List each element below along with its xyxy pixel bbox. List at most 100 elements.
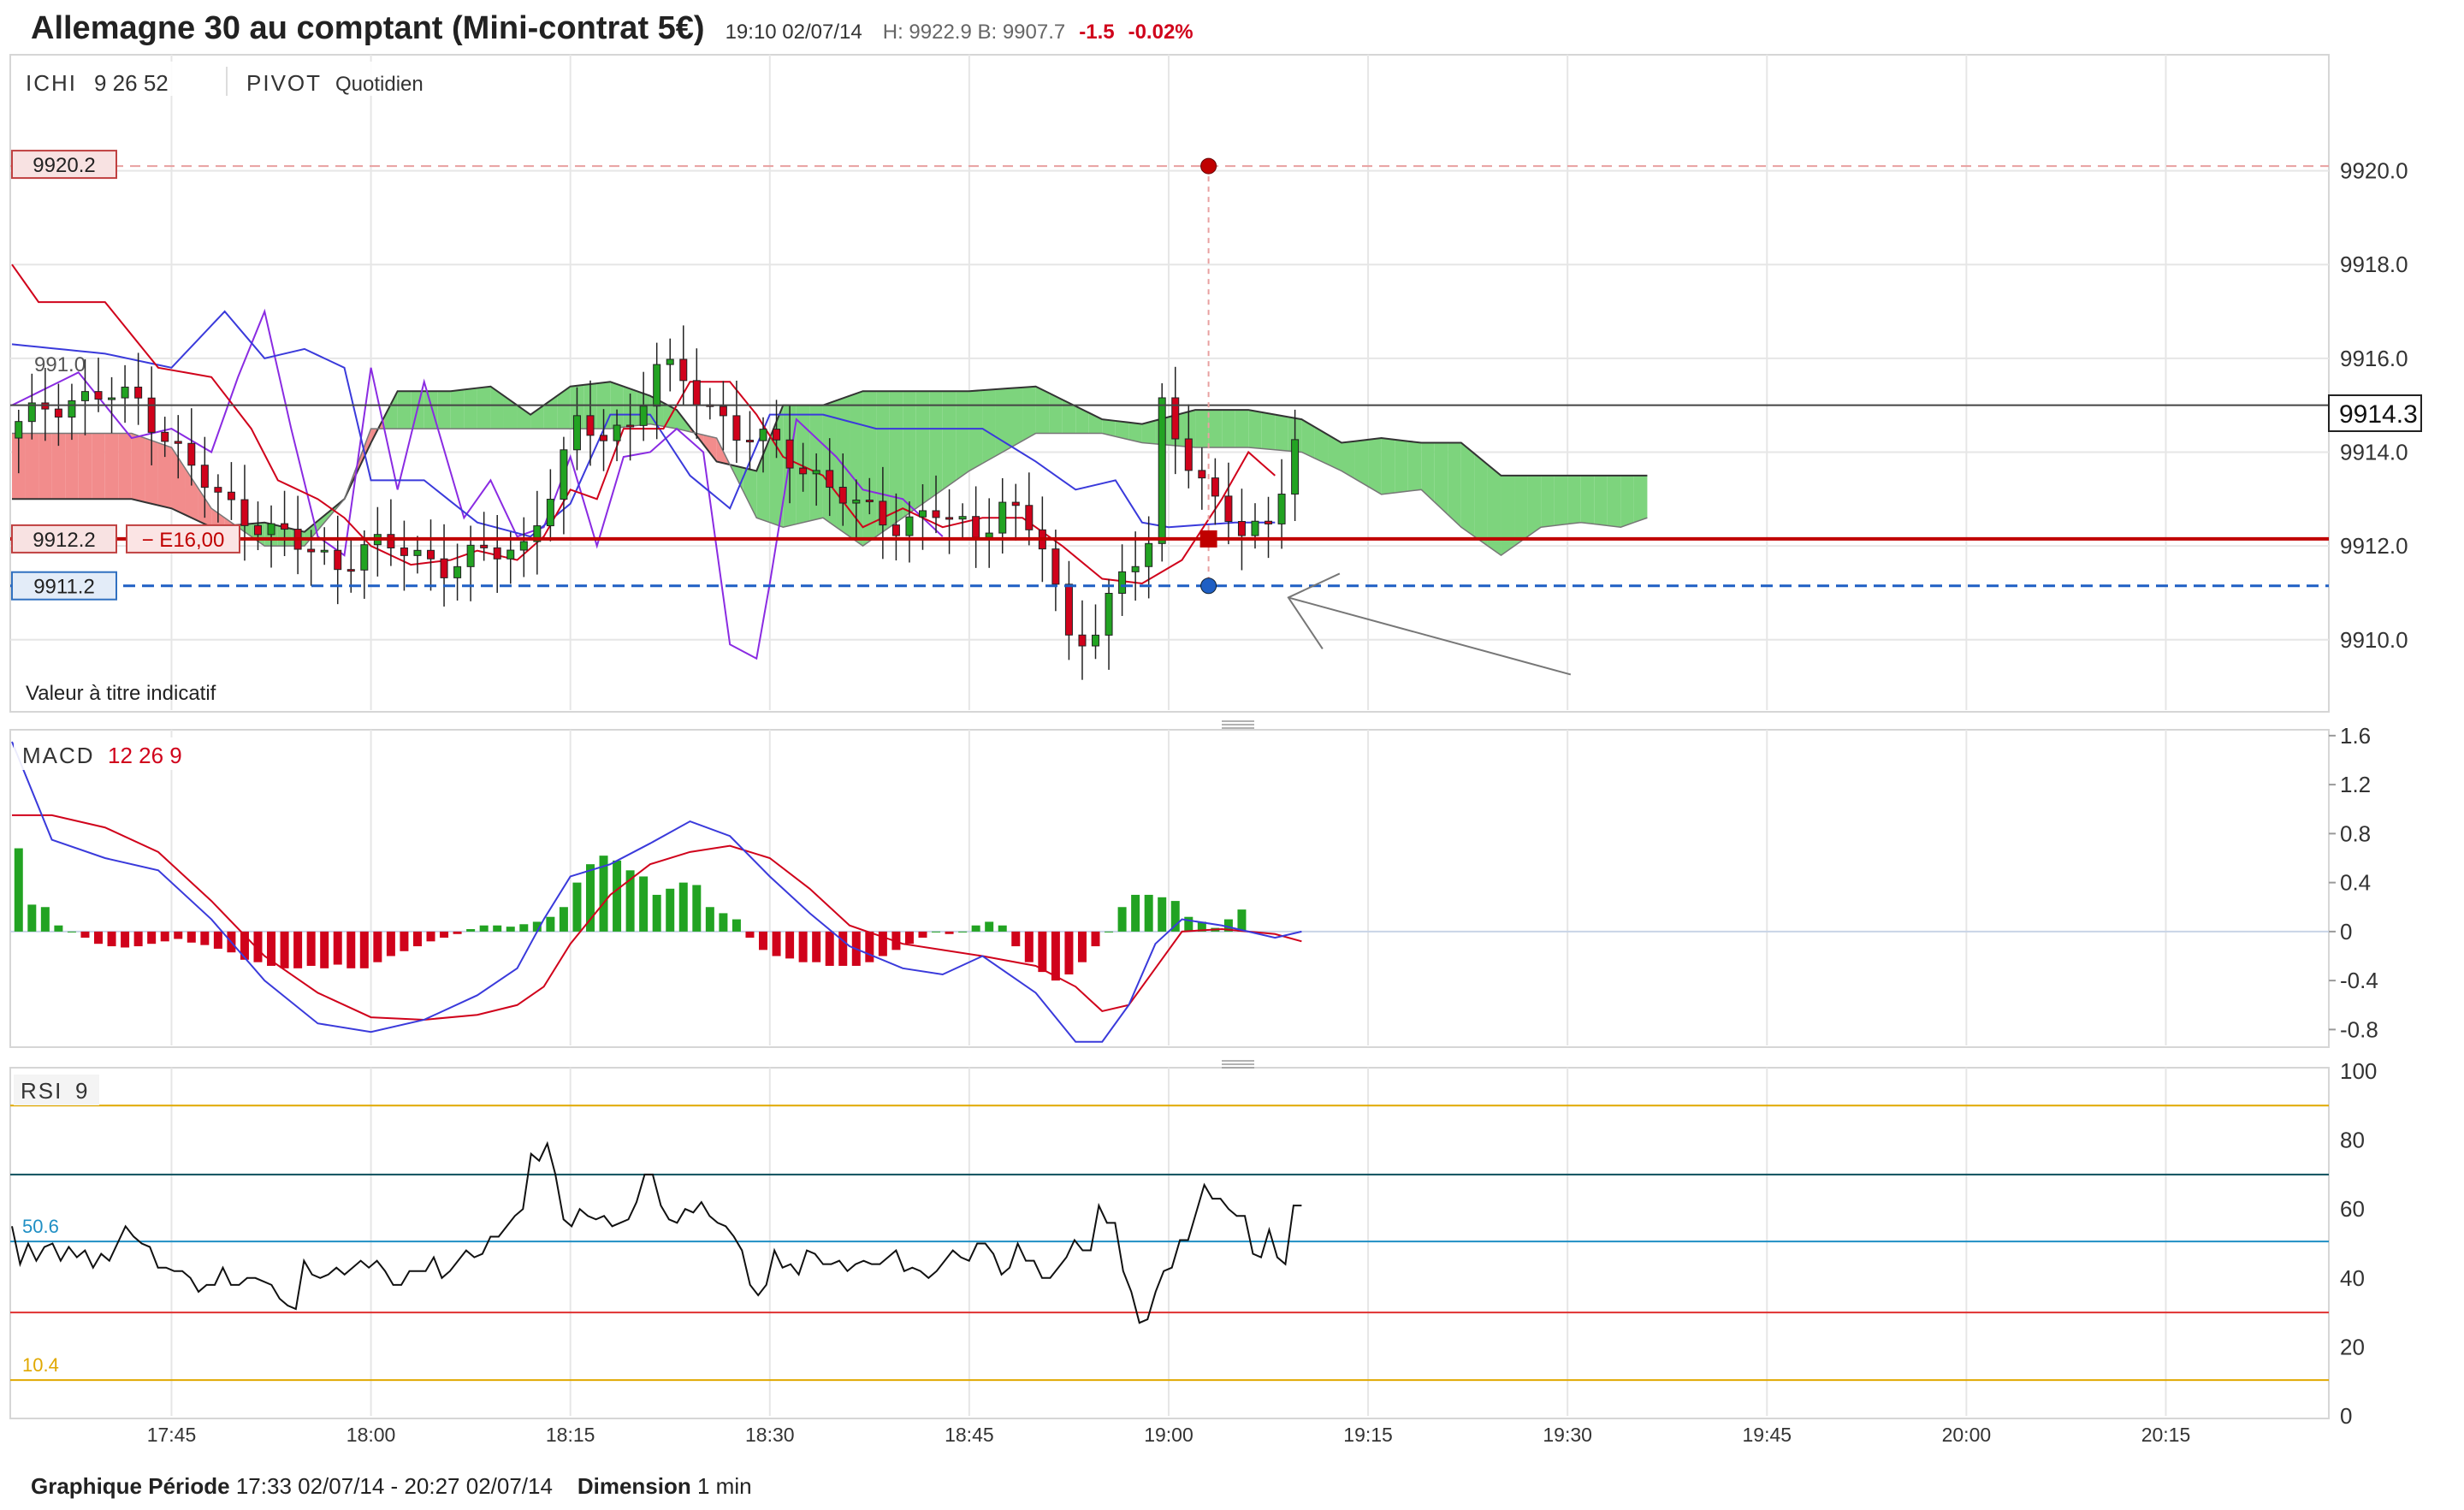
cloud-segment [92, 433, 105, 500]
cloud-segment [1421, 442, 1435, 502]
candle-body [200, 465, 209, 489]
cloud-segment [157, 442, 172, 509]
cloud-segment [1460, 442, 1475, 537]
time-tick-label: 20:00 [1942, 1424, 1992, 1446]
candle-body [546, 499, 554, 527]
candle-body [320, 549, 329, 553]
macd-tick-label: 0.4 [2340, 870, 2371, 896]
candle-body [1184, 438, 1193, 471]
cloud-segment [929, 391, 943, 500]
candle-body [572, 415, 581, 451]
macd-hist-bar [625, 870, 635, 932]
candle-body [519, 541, 528, 551]
cloud-segment [25, 433, 39, 500]
macd-hist-bar [440, 931, 449, 939]
macd-hist-bar [121, 931, 130, 948]
macd-hist-bar [506, 927, 515, 932]
rsi-params: 9 [75, 1078, 87, 1104]
cloud-segment [1049, 393, 1063, 434]
macd-hist-bar [1077, 931, 1087, 962]
candle-body [1277, 494, 1286, 524]
ichimoku-cloud [12, 381, 1648, 557]
cloud-segment [131, 433, 145, 502]
macd-hist-bar [1117, 907, 1127, 932]
cloud-segment [1328, 435, 1342, 471]
candle-body [161, 431, 169, 442]
candle-body [1291, 439, 1300, 495]
cloud-segment [1514, 475, 1528, 547]
cloud-segment [1474, 453, 1488, 547]
cloud-segment [1195, 410, 1209, 448]
candle-body [533, 525, 542, 542]
cloud-segment [517, 405, 531, 429]
candle-body [281, 523, 289, 530]
cloud-segment [1580, 475, 1595, 524]
macd-hist-bar [320, 931, 329, 968]
dimension-label: Dimension [577, 1473, 691, 1499]
pivot-period: Quotidien [335, 73, 424, 96]
macd-hist-bar [958, 931, 968, 933]
macd-hist-bar [54, 925, 63, 932]
cloud-segment [1607, 475, 1621, 528]
candle-body [227, 491, 235, 500]
candle-body [826, 470, 834, 489]
price-tick-label: 9910.0 [2340, 627, 2408, 653]
macd-hist-bar [878, 931, 887, 956]
macd-tick-label: 0.8 [2340, 820, 2371, 846]
candle-body [905, 516, 914, 536]
candle-body [1025, 505, 1034, 530]
pivot-r1-dot [1200, 157, 1217, 175]
macd-hist-bar [1091, 931, 1100, 947]
macd-hist-bar [732, 919, 741, 932]
candle-body [918, 510, 927, 518]
cloud-segment [1633, 475, 1648, 523]
candle-body [334, 549, 342, 571]
pivot-r1-tag-text: 9920.2 [33, 154, 95, 177]
macd-hist-bar [998, 925, 1007, 932]
arrow-line [1288, 596, 1572, 676]
pivot-label: PIVOT [246, 70, 322, 96]
pivot-s1-tag: 9911.2 [11, 571, 117, 601]
order-pnl-tag: − E16,00 [126, 524, 240, 554]
candle-body [413, 549, 422, 556]
macd-tick-label: 0 [2340, 919, 2352, 944]
macd-hist-bar [932, 931, 941, 933]
macd-hist-bar [412, 931, 422, 947]
cloud-segment [968, 390, 983, 471]
cloud-segment [876, 391, 890, 537]
cloud-segment [397, 391, 412, 429]
cloud-segment [889, 391, 903, 528]
macd-hist-bar [1011, 931, 1021, 947]
macd-hist-bar [639, 876, 649, 932]
candle-body [972, 516, 980, 538]
macd-hist-bar [466, 929, 476, 932]
macd-hist-bar [14, 848, 23, 932]
period-label: Graphique Période [31, 1473, 230, 1499]
cloud-segment [1434, 442, 1448, 515]
time-tick-label: 19:45 [1742, 1424, 1792, 1446]
candle-body [932, 510, 940, 518]
candle-body [15, 421, 23, 439]
order-pnl-text: − E16,00 [142, 529, 225, 552]
macd-hist-bar [67, 931, 76, 933]
candle-body [1145, 542, 1153, 567]
candle-body [985, 532, 993, 538]
macd-label: MACD 12 26 9 [14, 737, 210, 770]
price-tick-label: 9912.0 [2340, 533, 2408, 559]
macd-hist-bar [400, 931, 409, 951]
candle-body [27, 402, 36, 423]
candle-body [1265, 520, 1273, 524]
candle-body [80, 391, 89, 401]
macd-hist-bar [904, 931, 914, 944]
macd-hist-bar [1184, 916, 1194, 932]
cloud-segment [424, 391, 438, 429]
candle-body [360, 544, 369, 571]
candle-body [440, 558, 448, 578]
pivot-s1-tag-text: 9911.2 [33, 576, 95, 599]
macd-hist-bar [267, 931, 276, 966]
macd-hist-bar [1223, 919, 1233, 932]
candle-body [852, 500, 861, 504]
chart-header: Allemagne 30 au comptant (Mini-contrat 5… [31, 10, 1194, 51]
macd-hist-bar [280, 931, 289, 968]
